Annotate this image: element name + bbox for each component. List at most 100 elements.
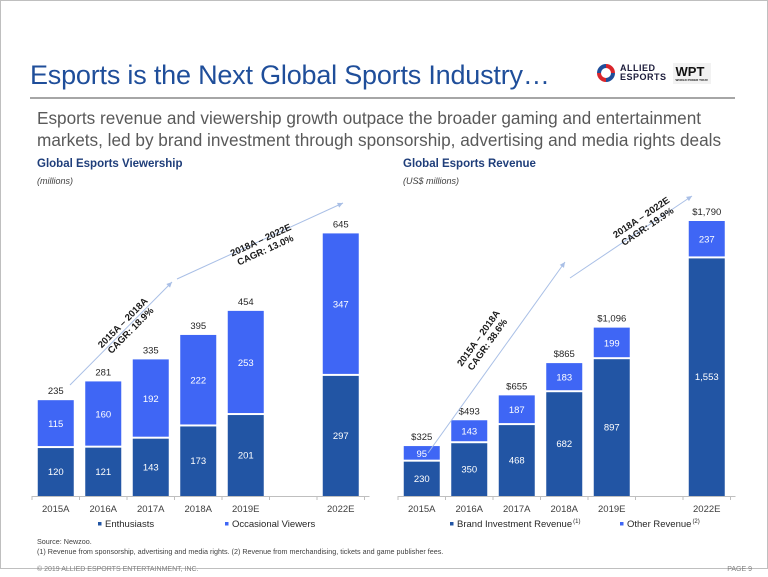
page-number: PAGE 9: [727, 566, 752, 573]
data-label: 95: [416, 449, 427, 460]
bar-segment-brand-investment-revenue: [451, 443, 488, 496]
x-tick-label: 2015A: [408, 504, 436, 515]
cagr-annotation: 2018A – 2022ECAGR: 19.9%: [611, 195, 678, 250]
data-label: 201: [238, 451, 254, 462]
bar-segment-occasional-viewers: [132, 359, 169, 437]
legend-label: Other Revenue: [627, 519, 691, 530]
bar-segment-brand-investment-revenue: [688, 258, 725, 496]
data-label: 143: [143, 462, 159, 473]
bar-segment-enthusiasts: [37, 448, 74, 496]
page-subtitle: Esports revenue and viewership growth ou…: [37, 108, 722, 150]
total-label: $1,096: [597, 314, 626, 325]
bar-segment-occasional-viewers: [180, 334, 217, 425]
legend-swatch: [98, 522, 102, 526]
bar-segment-brand-investment-revenue: [593, 359, 630, 496]
cagr-arrow: [427, 261, 566, 454]
company-logos: ALLIED ESPORTS WPT WORLD POKER TOUR: [595, 62, 711, 84]
page-title: Esports is the Next Global Sports Indust…: [30, 60, 550, 90]
legend-swatch: [620, 522, 624, 526]
x-tick-label: 2016A: [456, 504, 484, 515]
bar-segment-occasional-viewers: [37, 400, 74, 447]
bar-segment-brand-investment-revenue: [403, 461, 440, 496]
total-label: 281: [95, 367, 111, 378]
bar-segment-enthusiasts: [132, 438, 169, 496]
viewership-chart-units: (millions): [37, 176, 73, 186]
legend-label: Occasional Viewers: [232, 519, 316, 530]
x-tick-label: 2017A: [503, 504, 531, 515]
footnotes: Source: Newzoo. (1) Revenue from sponsor…: [37, 537, 443, 557]
viewership-chart: 2015A 120 115 235 2016A 121 160 281 2017A 143 192 3…: [31, 202, 370, 530]
legend-label: Enthusiasts: [105, 519, 154, 530]
bar-segment-other-revenue: [593, 327, 630, 358]
bar-segment-enthusiasts: [322, 375, 359, 496]
data-label: 297: [333, 431, 349, 442]
data-label: 253: [238, 358, 254, 369]
data-label: 192: [143, 394, 159, 405]
arrowhead-icon: [686, 196, 692, 202]
x-tick-label: 2017A: [137, 504, 165, 515]
total-label: $1,790: [692, 207, 721, 218]
bar-segment-enthusiasts: [85, 447, 122, 496]
bar-segment-occasional-viewers: [322, 233, 359, 374]
bar-segment-brand-investment-revenue: [498, 425, 535, 496]
x-tick-label: 2022E: [327, 504, 354, 515]
wpt-logo: WPT WORLD POKER TOUR: [672, 62, 711, 84]
data-label: 115: [48, 419, 63, 430]
total-label: $325: [411, 432, 432, 443]
total-label: $865: [554, 349, 575, 360]
copyright: © 2019 ALLIED ESPORTS ENTERTAINMENT, INC…: [37, 566, 199, 573]
bar-segment-brand-investment-revenue: [546, 392, 583, 496]
cagr-arrow: [569, 195, 693, 279]
legend-swatch: [225, 522, 229, 526]
allied-esports-logo: ALLIED ESPORTS: [595, 62, 667, 84]
bar-segment-enthusiasts: [180, 426, 217, 496]
cagr-annotation: 2015A – 2018ACAGR: 38.6%: [455, 308, 512, 375]
arrowhead-icon: [337, 202, 343, 208]
data-label: 143: [461, 427, 477, 438]
cagr-arrow: [69, 281, 173, 386]
data-label: 199: [604, 338, 620, 349]
data-label: 237: [699, 235, 715, 246]
data-label: 230: [414, 474, 430, 485]
cagr-annotation: 2018A – 2022ECAGR: 13.0%: [229, 222, 298, 269]
total-label: $493: [459, 406, 480, 417]
source-note: Source: Newzoo.: [37, 537, 92, 546]
bar-segment-other-revenue: [498, 395, 535, 424]
x-tick-label: 2015A: [42, 504, 70, 515]
arrowhead-icon: [166, 282, 172, 288]
data-label: 183: [556, 373, 572, 384]
data-label: 347: [333, 300, 349, 311]
data-label: 160: [95, 410, 111, 421]
x-tick-label: 2019E: [232, 504, 259, 515]
total-label: 645: [333, 219, 349, 230]
title-divider: [30, 97, 735, 99]
bar-segment-enthusiasts: [227, 415, 264, 496]
revenue-definitions-note: (1) Revenue from sponsorship, advertisin…: [37, 547, 444, 556]
legend-swatch: [450, 522, 454, 526]
x-tick-label: 2018A: [185, 504, 213, 515]
x-tick-label: 2022E: [693, 504, 720, 515]
revenue-chart-title: Global Esports Revenue: [403, 158, 536, 170]
data-label: 187: [509, 405, 525, 416]
total-label: $655: [506, 381, 527, 392]
bar-segment-other-revenue: [546, 363, 583, 391]
legend-label: Brand Investment Revenue: [457, 519, 572, 530]
x-tick-label: 2018A: [551, 504, 579, 515]
data-label: 350: [461, 465, 477, 476]
data-label: 121: [95, 467, 111, 478]
legend-footnote: (2): [692, 519, 699, 525]
data-label: 897: [604, 423, 620, 434]
total-label: 454: [238, 297, 254, 308]
total-label: 235: [48, 386, 64, 397]
bar-segment-occasional-viewers: [227, 310, 264, 414]
total-label: 335: [143, 345, 159, 356]
data-label: 120: [48, 467, 64, 478]
allied-esports-emblem-icon: [597, 64, 615, 82]
total-label: 395: [190, 321, 206, 332]
bar-segment-other-revenue: [688, 221, 725, 257]
x-tick-label: 2019E: [598, 504, 625, 515]
x-tick-label: 2016A: [90, 504, 118, 515]
data-label: 222: [190, 376, 206, 387]
viewership-chart-title: Global Esports Viewership: [37, 158, 183, 170]
